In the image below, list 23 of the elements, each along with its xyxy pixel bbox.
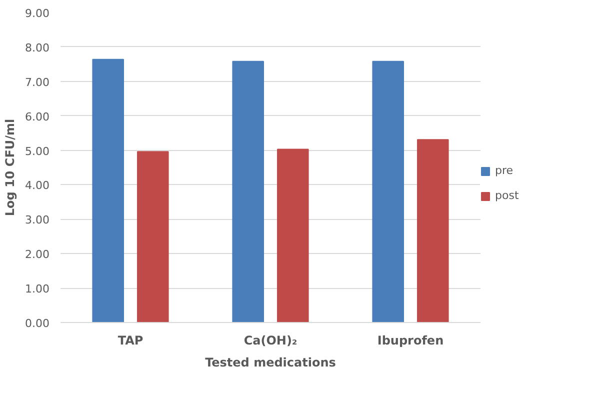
y-tick-label: 6.00 xyxy=(25,110,50,124)
x-axis-title: Tested medications xyxy=(205,356,336,370)
y-tick-label: 9.00 xyxy=(25,7,50,20)
bar xyxy=(137,151,169,322)
x-tick-label: Ibuprofen xyxy=(377,334,444,348)
y-tick-label: 4.00 xyxy=(25,179,50,192)
y-tick-label: 1.00 xyxy=(25,282,50,296)
bar xyxy=(232,60,264,322)
y-tick-label: 5.00 xyxy=(25,144,50,158)
x-tick-label: TAP xyxy=(118,334,144,348)
legend-label: pre xyxy=(495,164,514,177)
bar xyxy=(92,58,124,322)
y-tick-label: 8.00 xyxy=(25,41,50,54)
y-tick-label: 7.00 xyxy=(25,76,50,89)
y-tick-label: 3.00 xyxy=(25,214,50,227)
y-tick-label: 0.00 xyxy=(25,317,50,330)
bar xyxy=(277,148,309,322)
bar xyxy=(417,139,449,322)
x-tick-label: Ca(OH)₂ xyxy=(244,334,298,348)
y-axis-title: Log 10 CFU/ml xyxy=(3,118,18,216)
legend-label: post xyxy=(495,189,519,202)
bar xyxy=(372,60,404,322)
y-tick-label: 2.00 xyxy=(25,248,50,262)
